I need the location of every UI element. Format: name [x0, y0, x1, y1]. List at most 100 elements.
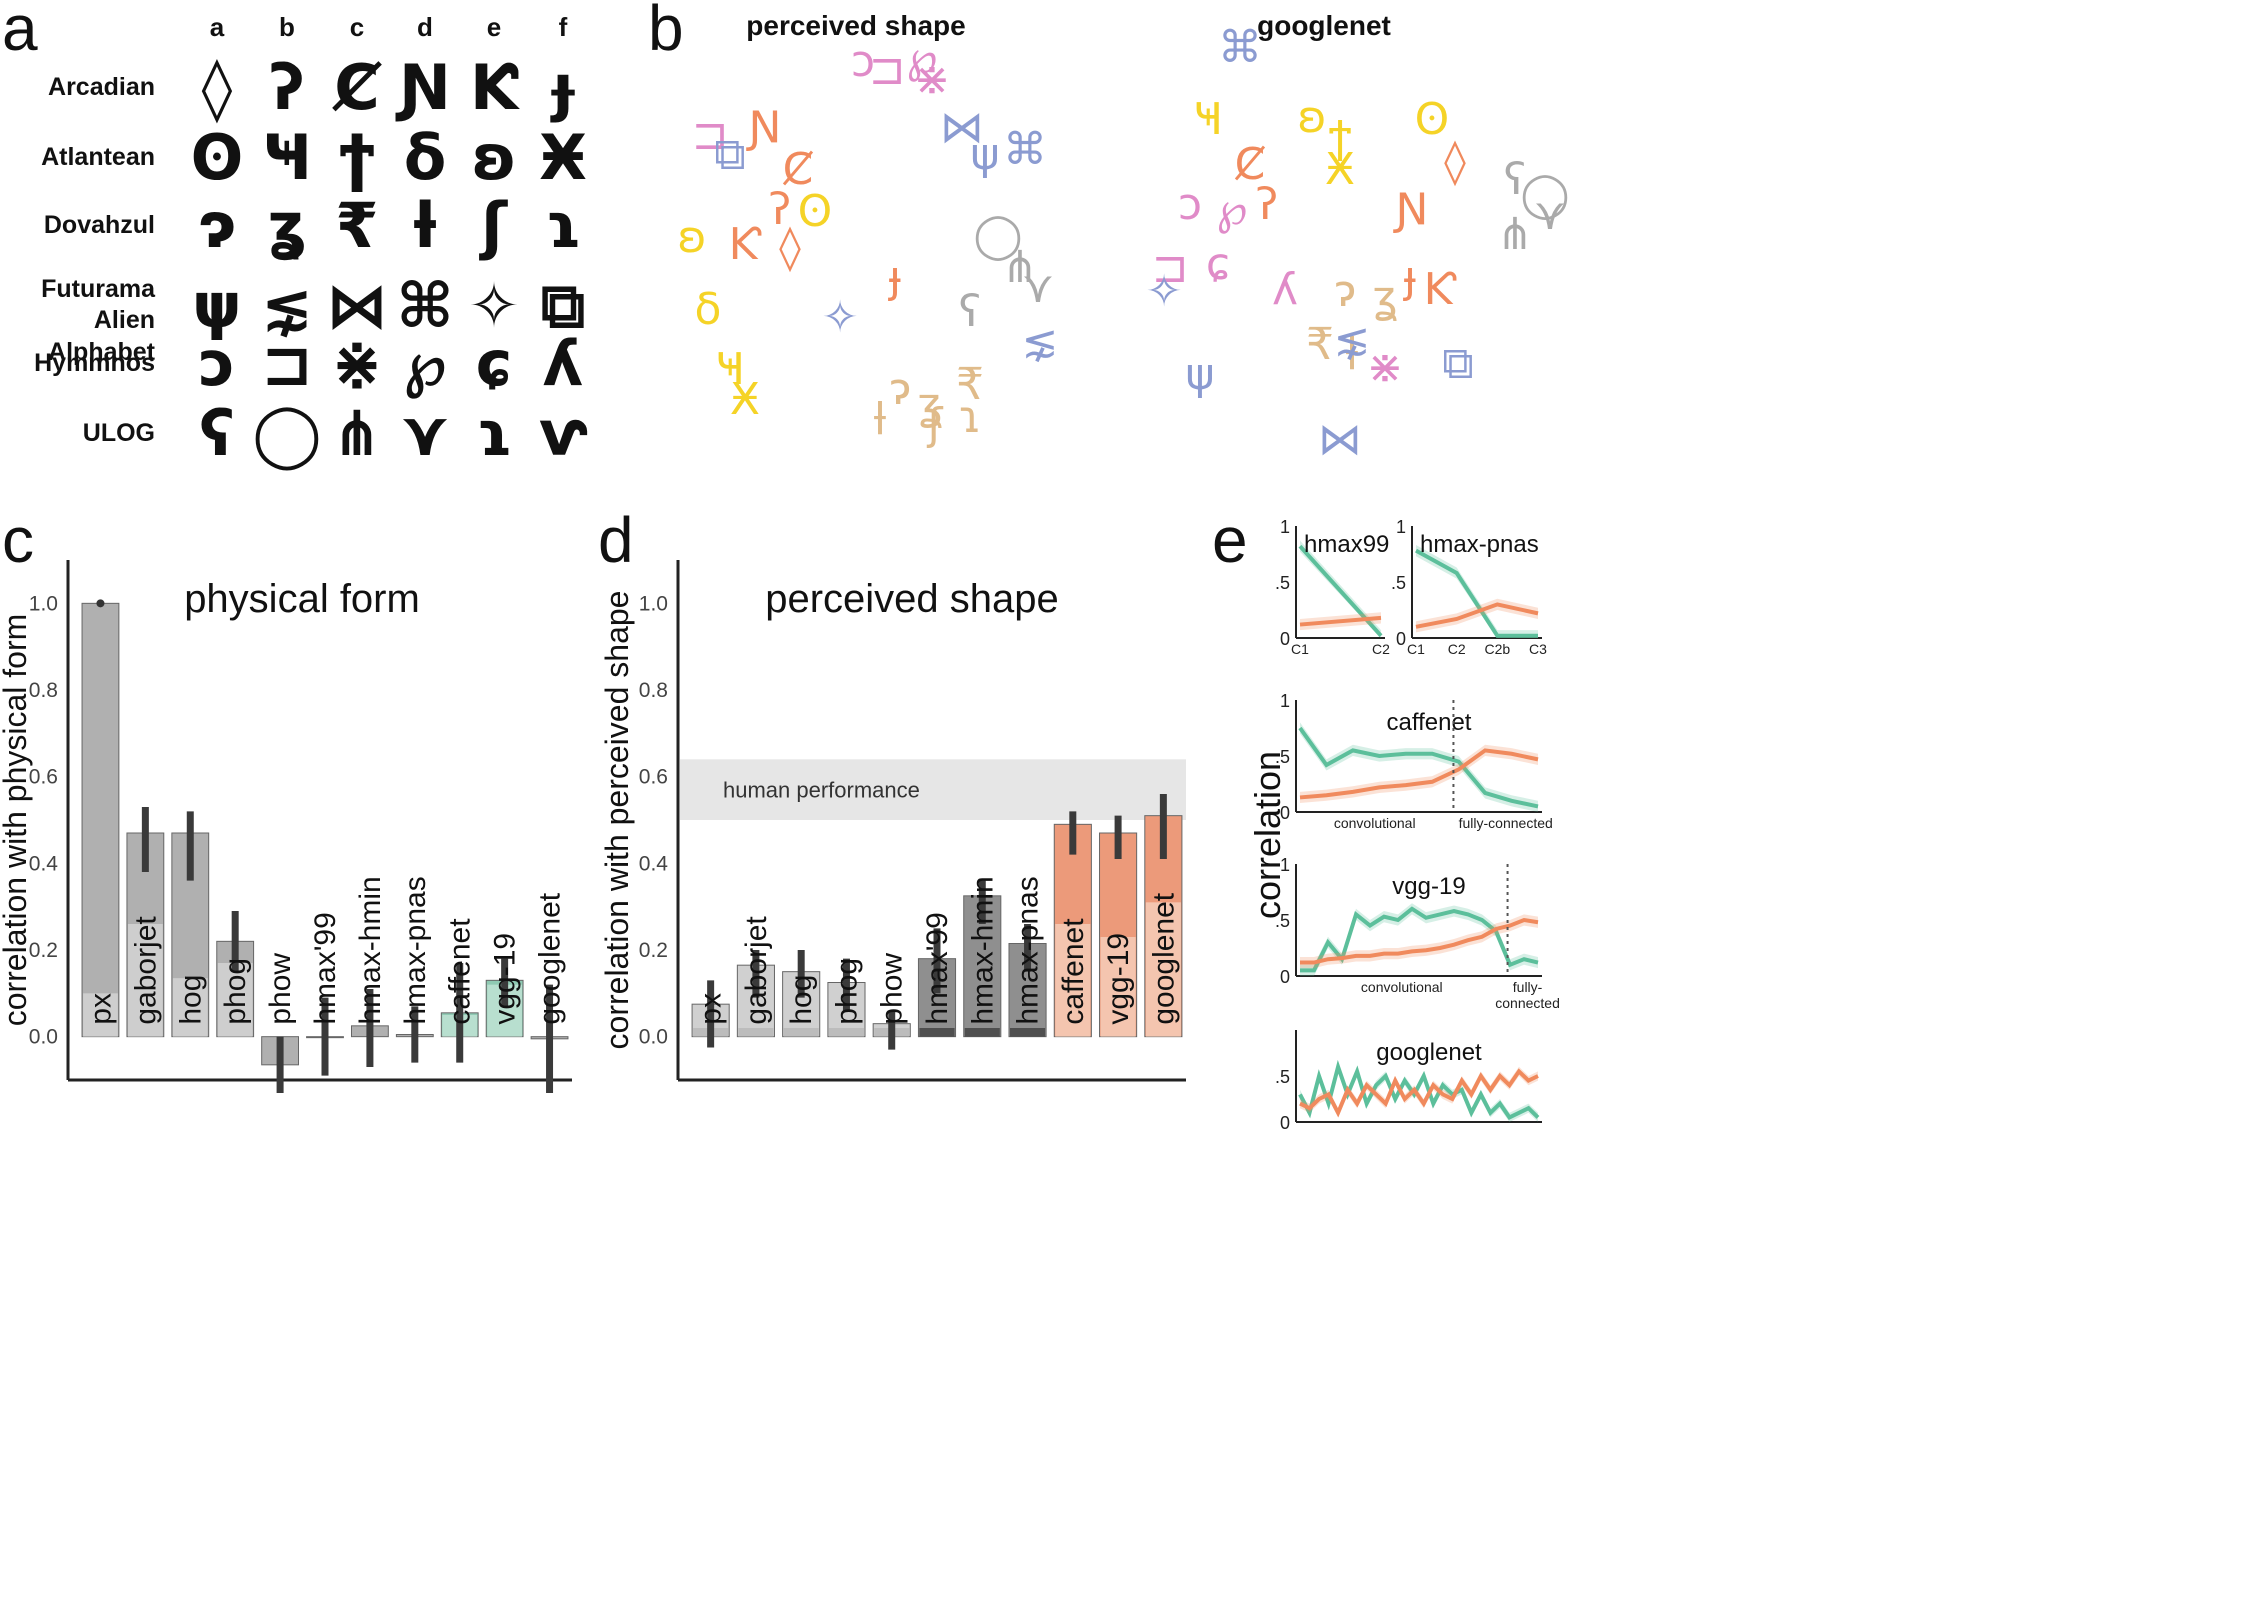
- noise-ceiling-bar: [828, 1028, 865, 1037]
- scatter-glyph: ʚ: [677, 212, 707, 263]
- glyph-symbol: ƚ: [413, 189, 437, 262]
- glyph-symbol: Ҹ: [261, 121, 313, 194]
- glyph-column-header: b: [279, 12, 295, 42]
- scatter-glyph: ◯: [973, 210, 1023, 261]
- series-line: [1415, 602, 1539, 629]
- glyph-symbol: ⋎: [399, 397, 451, 470]
- scatter-glyph: ψ: [1185, 349, 1215, 400]
- glyph-symbol: ʓ: [267, 189, 307, 262]
- scatter-glyph: ϯ: [1328, 112, 1352, 163]
- glyph-symbol: ɂ: [197, 189, 237, 262]
- glyph-symbol: ✧: [468, 269, 520, 342]
- scatter-glyph: ʕ: [1503, 154, 1527, 205]
- y-tick-label: 0: [1280, 967, 1290, 987]
- scatter-glyph: ʎ: [1271, 264, 1299, 315]
- y-tick-label: 0.2: [639, 939, 668, 962]
- category-label: hog: [785, 975, 818, 1025]
- glyph-symbol: Ɲ: [399, 51, 451, 124]
- y-tick-label: .5: [1275, 1067, 1290, 1087]
- scatter-glyph: ⋔: [1001, 242, 1039, 293]
- y-axis-label: correlation with perceived shape: [600, 591, 635, 1050]
- script-name-label: ULOG: [82, 419, 155, 447]
- subplot-title: caffenet: [1387, 709, 1472, 736]
- scatter-glyph: ɔ: [1177, 179, 1203, 230]
- category-label: googlenet: [1147, 892, 1180, 1024]
- scatter-glyph: ⋦: [1021, 316, 1059, 367]
- category-label: px: [84, 993, 117, 1025]
- band-label: human performance: [723, 778, 920, 803]
- script-name-label: Hymmnos: [34, 349, 155, 377]
- glyph-symbol: δ: [403, 121, 447, 194]
- scatter-glyph: ɕ: [1205, 239, 1231, 290]
- y-tick-label: 0: [1280, 803, 1290, 823]
- scatter-glyph: ⋎: [1021, 262, 1055, 313]
- scatter-glyph: ⊐: [868, 44, 906, 95]
- noise-ceiling-bar: [1145, 902, 1181, 1037]
- scatter-glyph: ʚ: [1297, 92, 1327, 143]
- scatter-glyph: ✧: [821, 292, 859, 343]
- category-label: caffenet: [1057, 918, 1090, 1025]
- category-label: phog: [219, 958, 252, 1025]
- chart-title: physical form: [184, 577, 420, 621]
- category-label: gaborjet: [129, 916, 162, 1025]
- panel-letter-c: c: [2, 504, 34, 576]
- y-tick-label: 0.4: [639, 852, 669, 875]
- category-label: caffenet: [444, 918, 477, 1025]
- scatter-glyph: ⋈: [940, 102, 984, 153]
- glyph-symbol: ⧉: [540, 269, 586, 342]
- glyph-symbol: ɕ: [475, 327, 513, 400]
- subplot-title: vgg-19: [1392, 873, 1465, 900]
- scatter-glyph: ⋔: [1496, 209, 1534, 260]
- scatter-glyph: ʔ: [1255, 179, 1279, 230]
- glyph-symbol: ʃ: [481, 189, 507, 262]
- x-group-label: fully-: [1513, 979, 1543, 995]
- noise-ceiling-bar: [1009, 1028, 1046, 1037]
- scatter-glyph: ⌘: [1003, 124, 1047, 175]
- y-tick-label: 1: [1280, 691, 1290, 711]
- scatter-glyph: ◊: [779, 222, 801, 273]
- x-tick-label: C1: [1291, 641, 1309, 657]
- y-tick-label: 0: [1280, 629, 1290, 649]
- scatter-glyph: ɂ: [1334, 266, 1356, 317]
- category-label: hog: [174, 975, 207, 1025]
- scatter-glyph: ƚ: [873, 394, 887, 445]
- scatter-glyph: ƚ: [1345, 329, 1359, 380]
- scatter-glyph: ʔ: [768, 184, 792, 235]
- x-group-label: convolutional: [1334, 815, 1416, 831]
- series-line: [1299, 1068, 1539, 1118]
- subplot-title: hmax-pnas: [1420, 531, 1539, 558]
- scatter-glyph: ʃ: [927, 399, 943, 450]
- scatter-glyph: Ƙ: [1423, 264, 1457, 315]
- scatter-glyph: Ӿ: [1324, 144, 1356, 195]
- category-label: vgg-19: [489, 933, 522, 1025]
- glyph-column-header: c: [349, 12, 365, 42]
- scatter-glyph: ɿ: [958, 392, 982, 443]
- glyph-symbol: ◯: [252, 397, 322, 470]
- scatter-glyph: Ȼ: [782, 144, 814, 195]
- y-axis-label: correlation: [1247, 751, 1288, 919]
- series-line: [1300, 917, 1539, 965]
- y-tick-label: .5: [1391, 573, 1406, 593]
- chart-title: perceived shape: [765, 577, 1059, 621]
- category-label: googlenet: [534, 892, 567, 1024]
- glyph-column-header: a: [209, 12, 225, 42]
- glyph-symbol: ʕ: [199, 397, 235, 470]
- noise-ceiling-bar: [127, 924, 163, 1037]
- y-tick-label: 0.4: [29, 852, 59, 875]
- panel-letter-d: d: [598, 504, 634, 576]
- panel-letter-e: e: [1212, 504, 1248, 576]
- noise-ceiling-bar: [1100, 937, 1136, 1037]
- script-name-label: Atlantean: [41, 143, 155, 171]
- scatter-glyph: Ƙ: [728, 219, 762, 270]
- scatter-title-perceived: perceived shape: [746, 10, 966, 41]
- y-tick-label: .5: [1275, 747, 1290, 767]
- scatter-glyph: ₹: [956, 359, 984, 410]
- panel-letter-b: b: [648, 0, 684, 64]
- scatter-glyph: ⊐: [1151, 242, 1189, 293]
- noise-ceiling-bar: [83, 993, 118, 1037]
- scatter-glyph: ◊: [1444, 136, 1466, 187]
- series-line: [1299, 748, 1539, 800]
- glyph-symbol: ψ: [192, 269, 242, 342]
- scatter-glyph: Ȼ: [1234, 139, 1266, 190]
